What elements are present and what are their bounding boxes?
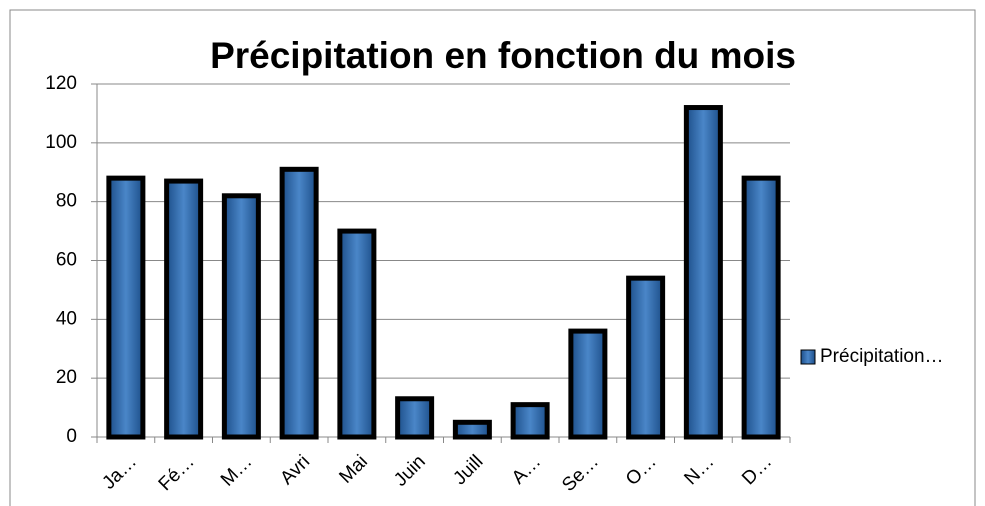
y-tick-label: 40 (56, 308, 77, 329)
bar (626, 275, 666, 440)
bar (568, 328, 608, 440)
y-tick-label: 20 (56, 367, 77, 388)
bar (683, 105, 723, 440)
y-tick-label: 80 (56, 191, 77, 212)
chart-title: Précipitation en fonction du mois (210, 35, 796, 76)
bar (337, 228, 377, 440)
legend-label: Précipitation… (820, 346, 944, 367)
legend-swatch (800, 349, 816, 365)
bar (106, 175, 146, 440)
bar (395, 396, 435, 440)
bar (221, 193, 261, 440)
bar (279, 166, 319, 440)
y-tick-label: 60 (56, 250, 77, 271)
y-tick-label: 120 (45, 73, 77, 94)
bar (741, 175, 781, 440)
bar (164, 178, 204, 440)
bar (452, 419, 492, 440)
y-tick-label: 0 (66, 426, 77, 447)
y-tick-label: 100 (45, 132, 77, 153)
bar (510, 402, 550, 440)
